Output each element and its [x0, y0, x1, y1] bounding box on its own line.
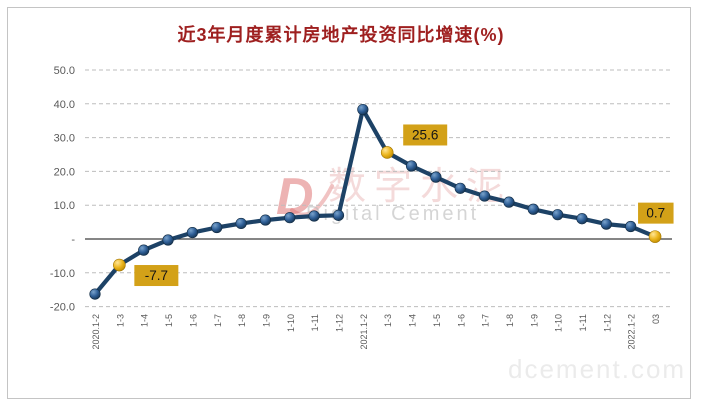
data-point	[357, 103, 369, 116]
data-points	[89, 103, 662, 300]
highlighted-data-point	[113, 258, 126, 272]
x-axis-tick-label: 1-4	[140, 314, 150, 327]
data-point	[211, 221, 223, 234]
data-point	[503, 196, 515, 208]
data-label-box	[134, 265, 179, 287]
watermark-site-text: dcement.com	[508, 354, 686, 384]
data-point	[138, 244, 150, 256]
y-axis-tick-label: 30.0	[54, 133, 75, 145]
x-axis-tick-label: 1-6	[456, 314, 466, 327]
x-axis-tick-label: 1-9	[261, 314, 271, 327]
data-point	[479, 190, 491, 202]
data-label-box	[638, 202, 674, 224]
x-axis-tick-label: 1-5	[164, 314, 174, 327]
x-axis-tick-label: 1-12	[335, 314, 345, 332]
data-labels: -7.7 25.6 0.7	[134, 124, 674, 287]
data-point	[259, 214, 272, 226]
data-point	[454, 182, 466, 194]
x-axis-tick-label: 1-10	[554, 314, 564, 332]
data-point	[186, 226, 198, 239]
x-axis-tick-label: 1-3	[383, 314, 393, 327]
y-axis-tick-label: -20.0	[50, 302, 75, 314]
chart-title: 近3年月度累计房地产投资同比增速(%)	[177, 25, 505, 45]
data-point	[332, 209, 345, 221]
x-axis-tick-label: 1-12	[602, 314, 612, 332]
data-label-value: -7.7	[145, 268, 168, 283]
x-axis-tick-label: 1-10	[286, 314, 296, 332]
x-axis-tick-label: 1-4	[408, 314, 418, 327]
x-axis-tick-label: 1-6	[188, 314, 198, 327]
watermark-cn-text: 数字水泥	[328, 166, 512, 208]
data-point	[576, 213, 588, 225]
x-axis-labels: 2020.1-2 1-3 1-4 1-5 1-6 1-7 1-8 1-9 1-10 1-11 1-1…	[91, 314, 661, 350]
x-axis-tick-label: 2022.1-2	[627, 314, 637, 350]
y-axis-tick-label: 40.0	[54, 99, 75, 111]
y-axis-labels: 50.0 40.0 30.0 20.0 10.0 - -10.0 -20.0	[50, 65, 75, 314]
y-axis-tick-label: -10.0	[50, 268, 75, 280]
x-axis-tick-label: 1-8	[505, 314, 515, 327]
x-axis-tick-label: 1-7	[213, 314, 223, 327]
data-label-box	[403, 124, 448, 146]
data-point	[89, 288, 101, 300]
y-axis-tick-label: 50.0	[54, 65, 75, 77]
data-label-value: 0.7	[646, 206, 665, 221]
y-axis-tick-label: 10.0	[54, 200, 75, 212]
x-axis-tick-label: 1-11	[578, 314, 588, 331]
data-point	[430, 171, 442, 183]
chart-frame	[7, 7, 691, 399]
watermark-en-text: Digital Cement	[306, 203, 479, 225]
data-point	[235, 217, 247, 230]
data-point	[284, 212, 296, 224]
highlighted-data-point	[380, 146, 394, 159]
x-axis-tick-label: 03	[651, 314, 661, 324]
data-point	[600, 218, 612, 230]
data-label-value: 25.6	[412, 127, 438, 142]
y-axis-tick-label: 20.0	[54, 166, 75, 178]
x-axis-tick-label: 2020.1-2	[91, 314, 101, 350]
data-point	[162, 234, 174, 246]
data-point	[527, 203, 539, 215]
x-axis-tick-label: 1-3	[115, 314, 125, 327]
x-axis-tick-label: 1-8	[237, 314, 247, 327]
x-axis-tick-label: 1-5	[432, 314, 442, 327]
data-point	[308, 210, 320, 222]
data-point	[625, 220, 637, 233]
y-axis-tick-label: -	[71, 234, 75, 246]
x-axis-tick-label: 1-9	[529, 314, 539, 327]
x-axis-tick-label: 1-7	[481, 314, 491, 327]
x-axis-tick-label: 2021.1-2	[359, 314, 369, 350]
data-point	[405, 160, 418, 172]
highlighted-data-point	[648, 230, 662, 243]
x-axis-tick-label: 1-11	[310, 314, 320, 331]
data-point	[552, 209, 564, 221]
